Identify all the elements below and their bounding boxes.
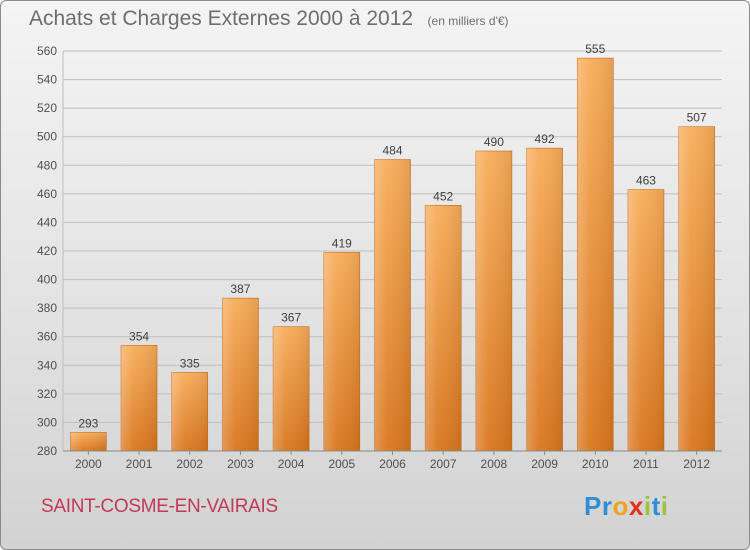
chart-unit: (en milliers d'€) [427, 14, 509, 28]
bar-value-label: 354 [129, 329, 149, 343]
bar-value-label: 335 [180, 356, 200, 370]
x-tick-label: 2011 [633, 457, 659, 471]
bar-shine [425, 205, 462, 451]
x-tick-label: 2003 [227, 457, 254, 471]
commune-name: SAINT-COSME-EN-VAIRAIS [41, 496, 278, 517]
bar-shine [70, 432, 107, 451]
x-tick-label: 2012 [683, 457, 710, 471]
y-tick-label: 300 [37, 415, 57, 429]
bar-value-label: 555 [585, 42, 605, 56]
bar-shine [273, 326, 310, 451]
bar-shine [374, 159, 411, 452]
bar-shine [323, 252, 360, 451]
y-axis: 280 300 320 340 360 380 400 420 440 460 480 500 520 5… [37, 44, 57, 458]
bar-value-label: 490 [484, 135, 504, 149]
chart-title: Achats et Charges Externes 2000 à 2012 [29, 7, 414, 30]
logo-letter: i [660, 491, 669, 521]
bar-shine [475, 151, 512, 451]
logo-letter: i [643, 491, 652, 521]
x-tick-label: 2006 [379, 457, 406, 471]
bar-value-label: 452 [433, 189, 453, 203]
logo-letter: r [601, 491, 613, 521]
x-tick-label: 2001 [126, 457, 153, 471]
y-tick-label: 460 [37, 187, 57, 201]
bar-value-label: 293 [78, 416, 98, 430]
y-tick-label: 480 [37, 158, 57, 172]
title-row: Achats et Charges Externes 2000 à 2012 (… [29, 7, 509, 31]
bar-shine [577, 58, 614, 452]
y-tick-label: 440 [37, 215, 57, 229]
x-tick-label: 2002 [176, 457, 203, 471]
y-tick-label: 340 [37, 358, 57, 372]
x-tick-label: 2004 [278, 457, 305, 471]
logo-letter: x [628, 491, 644, 521]
bar-value-label: 419 [332, 236, 352, 250]
bar-value-label: 484 [382, 144, 402, 158]
y-tick-label: 380 [37, 301, 57, 315]
y-tick-label: 520 [37, 101, 57, 115]
proxiti-logo[interactable]: Proxiti [584, 491, 668, 522]
y-tick-label: 500 [37, 130, 57, 144]
bar-value-label: 492 [535, 132, 555, 146]
bar-shine [121, 345, 158, 451]
logo-letter: t [651, 491, 661, 521]
x-tick-label: 2008 [481, 457, 508, 471]
y-tick-label: 360 [37, 330, 57, 344]
x-tick-label: 2005 [328, 457, 355, 471]
bar-shine [526, 148, 563, 451]
bar-shine [222, 298, 259, 451]
y-tick-label: 540 [37, 73, 57, 87]
bar-value-label: 387 [230, 282, 250, 296]
x-tick-label: 2000 [75, 457, 102, 471]
bar-shine [678, 126, 715, 451]
y-tick-label: 280 [37, 444, 57, 458]
x-tick-label: 2010 [582, 457, 609, 471]
x-tick-label: 2007 [430, 457, 457, 471]
bar-value-label: 463 [636, 174, 656, 188]
x-axis: 2000 2001 2002 2003 2004 2005 2006 2007 2008 2009… [63, 450, 722, 471]
y-tick-label: 400 [37, 273, 57, 287]
y-tick-label: 560 [37, 44, 57, 58]
bars: 293 354 335 387 367 419 484 452 490 492 555 463 507 [70, 42, 715, 452]
bar-shine [627, 189, 664, 452]
bar-value-label: 507 [687, 111, 707, 125]
x-tick-label: 2009 [531, 457, 558, 471]
y-tick-label: 320 [37, 387, 57, 401]
logo-letter: o [612, 491, 629, 521]
y-tick-label: 420 [37, 244, 57, 258]
bar-value-label: 367 [281, 311, 301, 325]
bar-shine [171, 372, 208, 451]
logo-letter: P [584, 491, 602, 521]
